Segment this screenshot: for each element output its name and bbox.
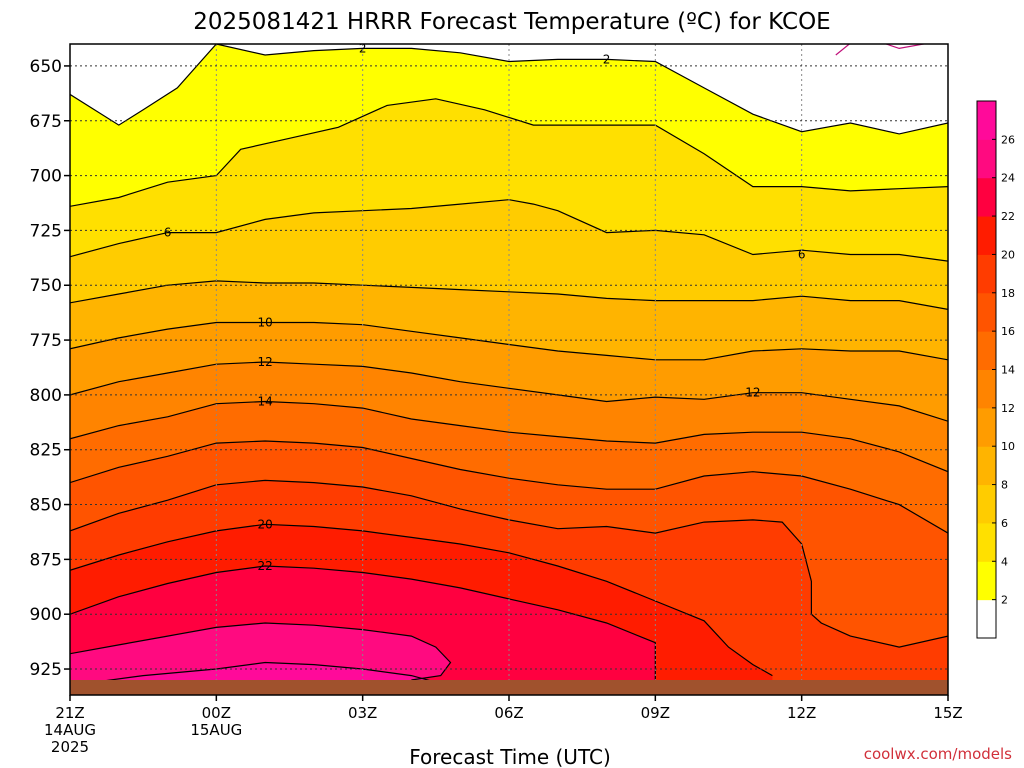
grid-lines [70, 44, 948, 680]
contour-line-24 [70, 622, 452, 681]
y-tick-label-7: 825 [30, 441, 62, 461]
contour-label-6-0: 6 [164, 226, 172, 240]
y-tick-label-6: 800 [30, 386, 62, 406]
chart-title: 2025081421 HRRR Forecast Temperature (ºC… [193, 9, 830, 35]
x-tick-year-0: 2025 [51, 738, 89, 756]
colorbar-label-4: 10 [1001, 440, 1015, 453]
colorbar-label-9: 20 [1001, 248, 1015, 261]
colorbar-swatch-2 [977, 484, 996, 524]
contour-line-18 [70, 479, 948, 648]
colorbar-label-6: 14 [1001, 364, 1015, 377]
contour-line-4 [70, 98, 948, 207]
contour-line-0 [835, 44, 927, 56]
contour-line-6 [70, 199, 948, 262]
y-tick-label-10: 900 [30, 605, 62, 625]
colorbar-swatch-6 [977, 331, 996, 370]
y-tick-label-11: 925 [30, 660, 62, 680]
credit-text: coolwx.com/models [864, 745, 1012, 763]
contour-label-12-1: 12 [745, 386, 760, 400]
contour-line-26 [94, 661, 436, 683]
y-tick-label-5: 775 [30, 331, 62, 351]
colorbar-swatch-12 [977, 101, 996, 140]
colorbar-swatch-3 [977, 446, 996, 486]
colorbar-label-11: 24 [1001, 172, 1015, 185]
colorbar-label-5: 12 [1001, 402, 1015, 415]
colorbar-label-7: 16 [1001, 325, 1015, 338]
colorbar-swatch-below [977, 599, 996, 638]
band-24 [70, 623, 451, 682]
contour-line-2 [70, 44, 948, 135]
contour-label-14-0: 14 [257, 394, 272, 408]
colorbar-swatch-8 [977, 254, 996, 294]
colorbar-label-10: 22 [1001, 210, 1015, 223]
colorbar-swatch-1 [977, 522, 996, 562]
x-tick-label-4: 09Z [641, 704, 670, 722]
y-tick-label-3: 725 [30, 221, 62, 241]
y-tick-label-1: 675 [30, 112, 62, 132]
plot-contents: 2266101212142022 [70, 44, 948, 695]
x-tick-label-0: 21Z [55, 704, 84, 722]
colorbar-label-8: 18 [1001, 287, 1015, 300]
colorbar-label-3: 8 [1001, 479, 1008, 492]
contour-label-10-0: 10 [257, 316, 272, 330]
contour-label-20-0: 20 [257, 517, 272, 531]
colorbar-swatch-10 [977, 177, 996, 217]
contour-line-16 [70, 440, 948, 534]
contour-label-22-0: 22 [257, 559, 272, 573]
y-tick-label-2: 700 [30, 167, 62, 187]
contour-line-22 [70, 565, 656, 680]
band-26 [94, 662, 436, 683]
colorbar-swatch-5 [977, 369, 996, 409]
y-axis: 650 675 700 725 750 775 800 825 850 875 900 925 [30, 57, 70, 680]
y-tick-label-9: 875 [30, 550, 62, 570]
contour-line-14 [70, 400, 948, 473]
x-tick-label-3: 06Z [494, 704, 523, 722]
contour-label-2-1: 2 [603, 52, 611, 66]
colorbar-swatch-0 [977, 561, 996, 601]
colorbar-swatch-7 [977, 292, 996, 332]
x-tick-label-6: 15Z [933, 704, 962, 722]
x-tick-label-2: 03Z [348, 704, 377, 722]
x-tick-label-5: 12Z [787, 704, 816, 722]
colorbar-swatch-4 [977, 407, 996, 447]
y-tick-label-8: 850 [30, 496, 62, 516]
colorbar-label-1: 4 [1001, 555, 1008, 568]
x-tick-date-0: 14AUG [44, 721, 96, 739]
x-tick-label-1: 00Z [202, 704, 231, 722]
y-tick-label-0: 650 [30, 57, 62, 77]
colorbar-label-2: 6 [1001, 517, 1008, 530]
x-axis-label: Forecast Time (UTC) [409, 745, 611, 768]
plot-area: 2266101212142022 [69, 43, 949, 696]
colorbar-label-12: 26 [1001, 133, 1015, 146]
colorbar-label-0: 2 [1001, 594, 1008, 607]
contour-label-12-0: 12 [257, 355, 272, 369]
colorbar-swatch-9 [977, 216, 996, 255]
x-tick-date-1: 15AUG [190, 721, 242, 739]
colorbar-swatch-11 [977, 139, 996, 179]
y-tick-label-4: 750 [30, 276, 62, 296]
ground-strip [70, 680, 948, 695]
contour-line-20 [70, 523, 773, 677]
